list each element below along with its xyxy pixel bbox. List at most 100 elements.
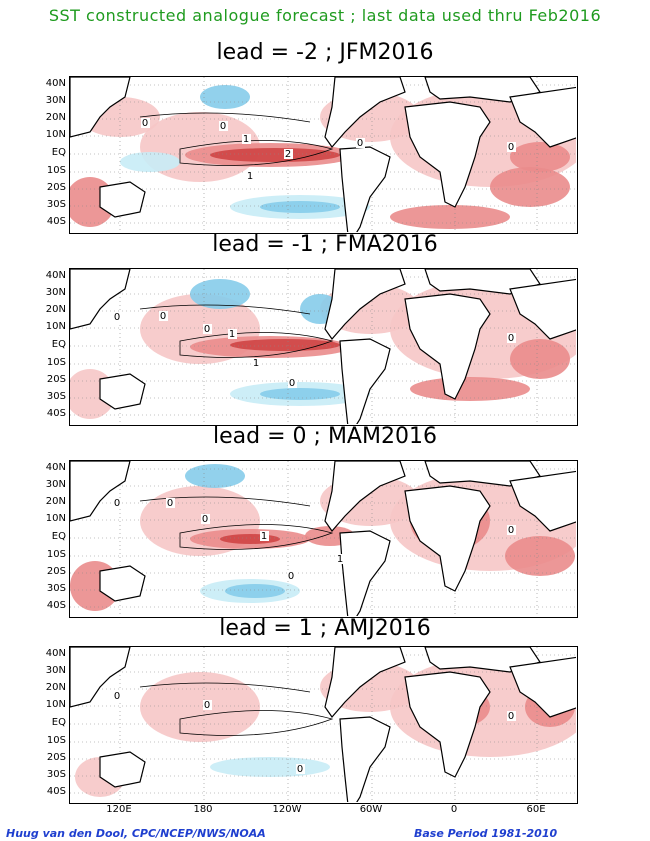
lat-tick-label: 30S bbox=[46, 583, 66, 594]
contour-line bbox=[139, 496, 311, 507]
contour-line bbox=[139, 112, 311, 123]
continent-outline bbox=[424, 77, 541, 103]
contour-label-bg bbox=[203, 324, 212, 334]
anomaly-region bbox=[185, 464, 245, 488]
lat-tick-label: 40N bbox=[45, 270, 66, 281]
sst-anomaly-map: 0 0 1 1 0 0 0 bbox=[70, 461, 576, 616]
contour-label: 0 bbox=[508, 333, 514, 344]
lon-tick-label: 120E bbox=[106, 804, 132, 815]
contour-label-bg bbox=[113, 691, 122, 701]
contour-label: 0 bbox=[167, 498, 173, 509]
lat-tick-label: 30S bbox=[46, 199, 66, 210]
contour-line bbox=[139, 682, 311, 693]
continent-outline bbox=[339, 530, 391, 616]
figure-title: SST constructed analogue forecast ; last… bbox=[48, 6, 602, 25]
contour-label: 0 bbox=[204, 324, 210, 335]
lat-tick-label: 30N bbox=[45, 479, 66, 490]
continent-outline bbox=[324, 77, 406, 148]
lat-axis-4: 40N 30N 20N 10N EQ 10S 20S 30S 40S bbox=[34, 646, 68, 804]
contour-label-bg bbox=[284, 149, 293, 159]
contour-label-bg bbox=[113, 498, 122, 508]
continent-outline bbox=[339, 338, 391, 424]
continent-outline bbox=[509, 656, 576, 718]
continent-outline bbox=[404, 101, 491, 208]
lat-tick-label: 10S bbox=[46, 549, 66, 560]
continent-outline bbox=[404, 293, 491, 400]
continent-outline bbox=[324, 461, 406, 532]
lat-tick-label: EQ bbox=[51, 717, 66, 728]
map-panel-3: 0 0 1 1 0 0 0 bbox=[69, 460, 578, 618]
contour-label: 0 bbox=[289, 378, 295, 389]
contour-label-bg bbox=[242, 134, 251, 144]
lat-tick-label: EQ bbox=[51, 147, 66, 158]
contour-label-bg bbox=[141, 118, 150, 128]
continent-outline bbox=[509, 470, 576, 532]
sst-anomaly-map: 0 0 1 1 0 0 0 bbox=[70, 269, 576, 424]
lat-axis-3: 40N 30N 20N 10N EQ 10S 20S 30S 40S bbox=[34, 460, 68, 618]
sst-anomaly-map: 0 0 1 2 1 0 0 bbox=[70, 77, 576, 232]
anomaly-region bbox=[260, 201, 340, 213]
map-panel-1: 0 0 1 2 1 0 0 bbox=[69, 76, 578, 234]
map-panel-2: 0 0 1 1 0 0 0 bbox=[69, 268, 578, 426]
anomaly-region bbox=[230, 339, 340, 351]
lat-tick-label: 10N bbox=[45, 129, 66, 140]
anomaly-region bbox=[140, 672, 260, 742]
contour-label: 0 bbox=[508, 525, 514, 536]
contour-label: 0 bbox=[297, 764, 303, 775]
lon-axis: 120E 180 120W 60W 0 60E bbox=[69, 804, 578, 818]
contour-label: 0 bbox=[142, 118, 148, 129]
contour-label-bg bbox=[507, 525, 516, 535]
contour-label: 0 bbox=[288, 571, 294, 582]
lat-tick-label: 20N bbox=[45, 304, 66, 315]
contour-line bbox=[139, 304, 311, 315]
contour-label-bg bbox=[507, 711, 516, 721]
credit-text: Huug van den Dool, CPC/NCEP/NWS/NOAA bbox=[6, 827, 266, 840]
lat-tick-label: 20S bbox=[46, 374, 66, 385]
lat-tick-label: 40S bbox=[46, 786, 66, 797]
anomaly-region bbox=[200, 85, 250, 109]
continent-outline bbox=[424, 461, 541, 487]
lat-tick-label: 20N bbox=[45, 112, 66, 123]
contour-label: 0 bbox=[114, 691, 120, 702]
contour-label-bg bbox=[159, 311, 168, 321]
lat-tick-label: 10S bbox=[46, 357, 66, 368]
contour-label-bg bbox=[228, 329, 237, 339]
continent-outline bbox=[324, 647, 406, 718]
lat-tick-label: 40N bbox=[45, 648, 66, 659]
anomaly-region bbox=[490, 167, 570, 207]
contour-label-bg bbox=[113, 312, 122, 322]
continent-outline bbox=[70, 461, 131, 522]
map-panel-4: 0 0 0 0 bbox=[69, 646, 578, 804]
contour-label-bg bbox=[219, 121, 228, 131]
lat-tick-label: 10N bbox=[45, 321, 66, 332]
anomaly-region bbox=[510, 339, 570, 379]
contour-label-bg bbox=[336, 554, 345, 564]
panel-title-1: lead = -2 ; JFM2016 bbox=[216, 40, 434, 65]
contour-label: 1 bbox=[261, 531, 267, 542]
anomaly-region bbox=[505, 536, 575, 576]
contour-label-bg bbox=[296, 764, 305, 774]
contour-line bbox=[179, 710, 334, 736]
base-period-text: Base Period 1981-2010 bbox=[414, 827, 558, 840]
continent-outline bbox=[99, 565, 146, 602]
lat-tick-label: 10N bbox=[45, 513, 66, 524]
lat-tick-label: 40S bbox=[46, 408, 66, 419]
panel-title-4: lead = 1 ; AMJ2016 bbox=[219, 616, 431, 641]
contour-label: 0 bbox=[508, 142, 514, 153]
anomaly-region bbox=[120, 152, 180, 172]
panel-title-3: lead = 0 ; MAM2016 bbox=[213, 424, 437, 449]
lon-tick-label: 0 bbox=[450, 804, 458, 815]
lat-tick-label: 40S bbox=[46, 216, 66, 227]
continent-outline bbox=[70, 647, 131, 708]
lat-tick-label: 30S bbox=[46, 769, 66, 780]
contour-label-bg bbox=[203, 700, 212, 710]
contour-label: 0 bbox=[357, 138, 363, 149]
continent-outline bbox=[324, 269, 406, 340]
panel-title-2: lead = -1 ; FMA2016 bbox=[212, 232, 438, 257]
lon-tick-label: 120W bbox=[272, 804, 302, 815]
lat-tick-label: 20S bbox=[46, 182, 66, 193]
lon-tick-label: 60E bbox=[526, 804, 546, 815]
contour-label: 1 bbox=[243, 134, 249, 145]
contour-label: 0 bbox=[160, 311, 166, 322]
lat-tick-label: 10S bbox=[46, 735, 66, 746]
